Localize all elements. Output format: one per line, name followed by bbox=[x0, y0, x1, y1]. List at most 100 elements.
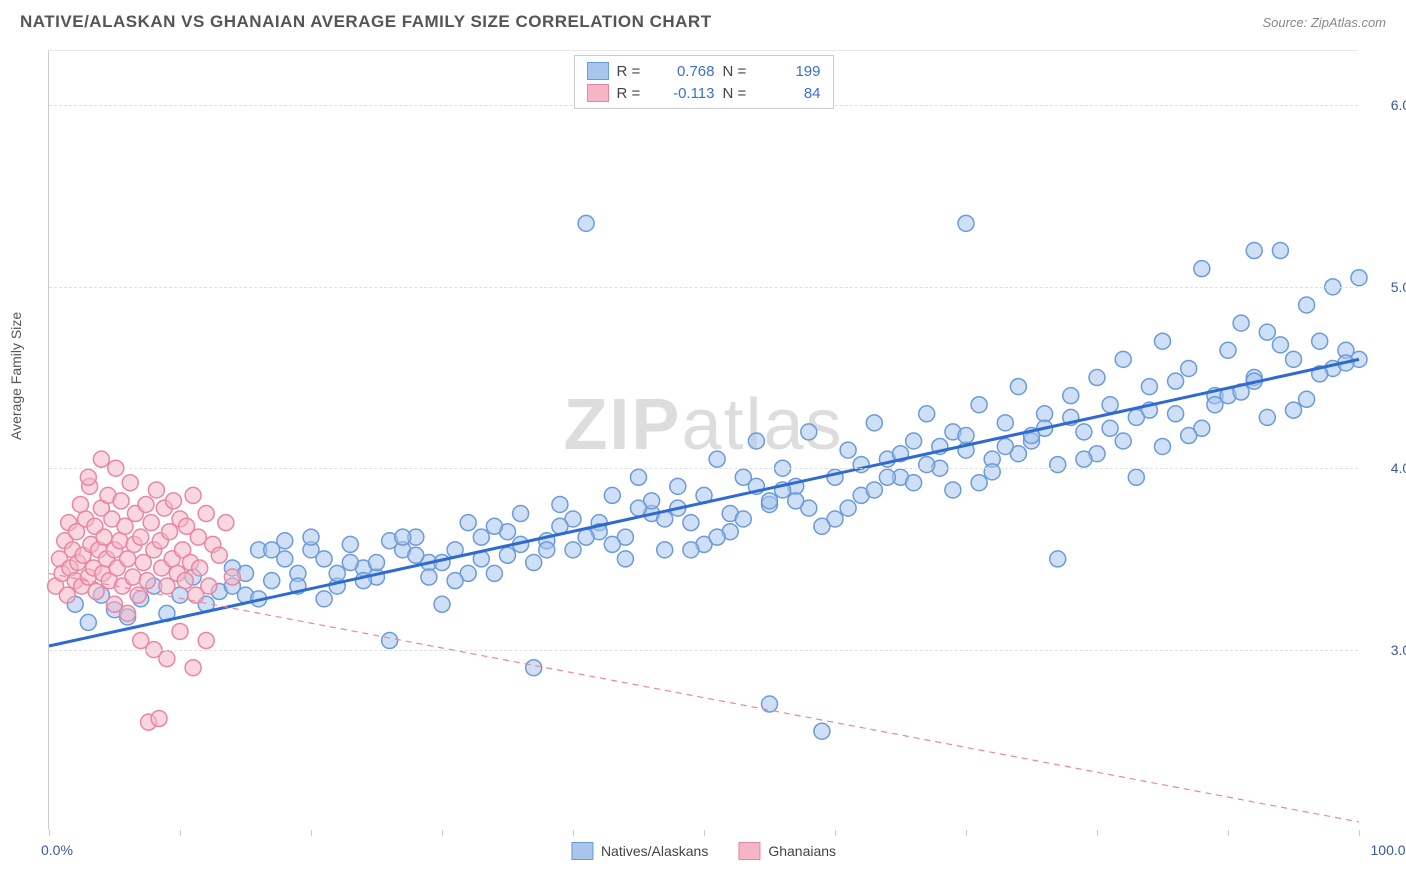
scatter-point bbox=[683, 515, 699, 531]
scatter-point bbox=[1259, 324, 1275, 340]
scatter-point bbox=[93, 451, 109, 467]
scatter-point bbox=[1286, 351, 1302, 367]
scatter-point bbox=[1220, 342, 1236, 358]
scatter-point bbox=[919, 406, 935, 422]
scatter-point bbox=[172, 623, 188, 639]
scatter-point bbox=[814, 518, 830, 534]
scatter-point bbox=[264, 542, 280, 558]
chart-title: NATIVE/ALASKAN VS GHANAIAN AVERAGE FAMIL… bbox=[20, 12, 712, 32]
x-tick bbox=[704, 830, 705, 836]
scatter-point bbox=[369, 555, 385, 571]
scatter-point bbox=[919, 457, 935, 473]
scatter-point bbox=[1299, 391, 1315, 407]
series-legend-label: Ghanaians bbox=[768, 843, 836, 859]
scatter-point bbox=[526, 660, 542, 676]
scatter-point bbox=[1141, 379, 1157, 395]
scatter-point bbox=[1168, 406, 1184, 422]
scatter-point bbox=[264, 573, 280, 589]
correlation-legend-row-1: R = -0.113 N = 84 bbox=[587, 82, 821, 104]
scatter-point bbox=[434, 596, 450, 612]
scatter-point bbox=[1102, 420, 1118, 436]
chart-header: NATIVE/ALASKAN VS GHANAIAN AVERAGE FAMIL… bbox=[0, 0, 1406, 40]
scatter-point bbox=[447, 573, 463, 589]
scatter-point bbox=[1207, 397, 1223, 413]
scatter-point bbox=[139, 573, 155, 589]
legend-swatch-pink bbox=[587, 84, 609, 102]
scatter-point bbox=[1063, 388, 1079, 404]
x-tick bbox=[180, 830, 181, 836]
scatter-point bbox=[1299, 297, 1315, 313]
scatter-point bbox=[565, 542, 581, 558]
scatter-point bbox=[1155, 333, 1171, 349]
scatter-point bbox=[617, 551, 633, 567]
scatter-point bbox=[971, 397, 987, 413]
scatter-point bbox=[72, 496, 88, 512]
y-axis-label: Average Family Size bbox=[8, 312, 24, 440]
scatter-point bbox=[1312, 333, 1328, 349]
scatter-point bbox=[201, 578, 217, 594]
scatter-point bbox=[801, 424, 817, 440]
scatter-point bbox=[316, 551, 332, 567]
scatter-point bbox=[1246, 243, 1262, 259]
scatter-point bbox=[1155, 438, 1171, 454]
scatter-point bbox=[165, 493, 181, 509]
scatter-point bbox=[906, 475, 922, 491]
scatter-point bbox=[1076, 451, 1092, 467]
scatter-point bbox=[125, 569, 141, 585]
series-legend: Natives/Alaskans Ghanaians bbox=[571, 842, 836, 860]
trend-line bbox=[49, 359, 1359, 646]
series-legend-item-0: Natives/Alaskans bbox=[571, 842, 708, 860]
x-tick bbox=[49, 830, 50, 836]
scatter-point bbox=[1050, 457, 1066, 473]
scatter-point bbox=[143, 515, 159, 531]
scatter-point bbox=[1181, 360, 1197, 376]
scatter-point bbox=[1272, 243, 1288, 259]
scatter-point bbox=[866, 482, 882, 498]
gridline bbox=[49, 650, 1358, 651]
scatter-point bbox=[460, 515, 476, 531]
chart-source: Source: ZipAtlas.com bbox=[1262, 15, 1386, 30]
scatter-point bbox=[88, 584, 104, 600]
scatter-point bbox=[192, 560, 208, 576]
scatter-point bbox=[552, 496, 568, 512]
scatter-point bbox=[1272, 337, 1288, 353]
scatter-point bbox=[159, 651, 175, 667]
scatter-point bbox=[971, 475, 987, 491]
scatter-point bbox=[133, 529, 149, 545]
scatter-point bbox=[840, 500, 856, 516]
x-tick bbox=[835, 830, 836, 836]
scatter-point bbox=[198, 633, 214, 649]
scatter-point bbox=[395, 529, 411, 545]
scatter-point bbox=[709, 451, 725, 467]
scatter-point bbox=[130, 587, 146, 603]
scatter-point bbox=[814, 723, 830, 739]
scatter-point bbox=[148, 482, 164, 498]
scatter-point bbox=[1128, 409, 1144, 425]
series-legend-item-1: Ghanaians bbox=[738, 842, 836, 860]
scatter-point bbox=[151, 711, 167, 727]
x-tick bbox=[1359, 830, 1360, 836]
scatter-point bbox=[879, 469, 895, 485]
scatter-point bbox=[670, 478, 686, 494]
scatter-point bbox=[1010, 379, 1026, 395]
x-tick bbox=[573, 830, 574, 836]
scatter-point bbox=[421, 569, 437, 585]
scatter-point bbox=[473, 529, 489, 545]
scatter-point bbox=[122, 475, 138, 491]
y-tick-label: 3.00 bbox=[1391, 642, 1406, 658]
scatter-point bbox=[1128, 469, 1144, 485]
n-value: 84 bbox=[765, 85, 821, 102]
scatter-point bbox=[788, 493, 804, 509]
legend-swatch bbox=[738, 842, 760, 860]
scatter-point bbox=[604, 487, 620, 503]
scatter-point bbox=[945, 482, 961, 498]
scatter-point bbox=[303, 529, 319, 545]
scatter-point bbox=[1102, 397, 1118, 413]
scatter-point bbox=[1076, 424, 1092, 440]
scatter-point bbox=[190, 529, 206, 545]
scatter-point bbox=[113, 493, 129, 509]
scatter-point bbox=[1233, 315, 1249, 331]
scatter-point bbox=[735, 511, 751, 527]
scatter-point bbox=[840, 442, 856, 458]
scatter-point bbox=[1259, 409, 1275, 425]
